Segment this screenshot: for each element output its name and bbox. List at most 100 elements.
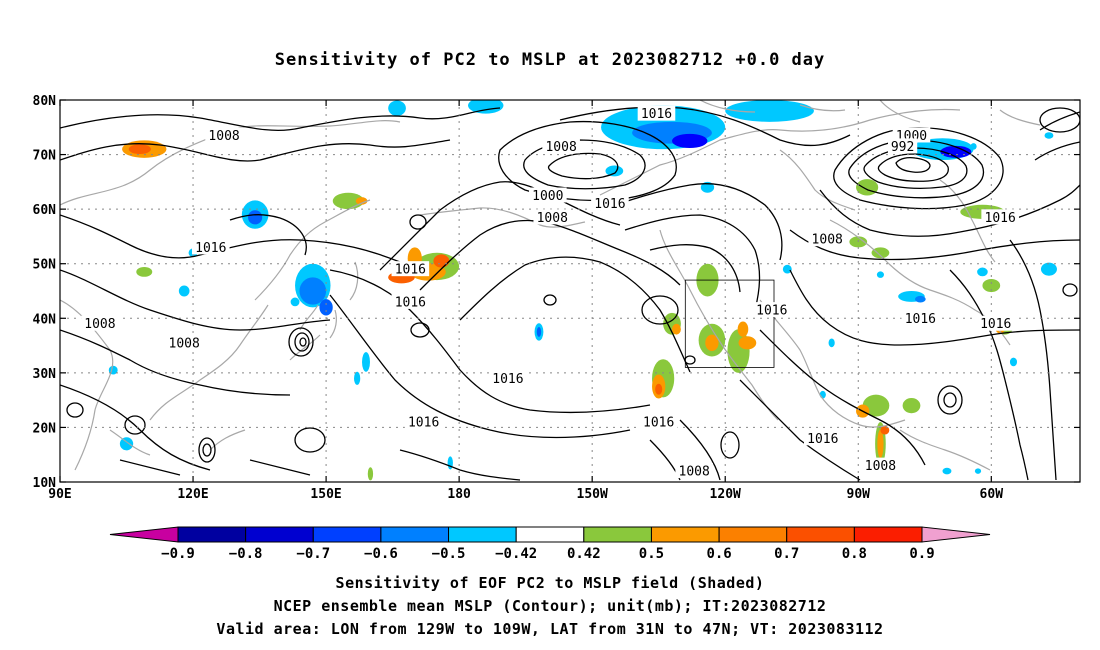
contour-label: 1016 [985,211,1016,226]
lon-tick-label: 90E [48,487,71,502]
coastline [254,199,371,301]
contour-label-background [803,430,842,446]
sensitivity-shade [136,266,153,277]
mslp-contour [877,153,949,182]
mslp-contour [949,269,1029,481]
contour-label: 1008 [208,129,239,144]
sensitivity-shade [902,397,921,414]
mslp-contour [624,214,761,311]
lon-tick-label: 150E [310,487,341,502]
coastline [879,100,1041,126]
colorbar-segment [650,526,720,543]
mslp-contour [66,402,84,418]
contour-label-background [888,138,918,154]
contour-label: 1016 [408,415,439,430]
lon-tick-label: 90W [847,487,871,502]
sensitivity-shade [319,299,333,316]
caption-shaded-field: Sensitivity of EOF PC2 to MSLP field (Sh… [335,574,765,592]
sensitivity-shade [727,329,750,373]
mslp-contour [124,415,146,435]
map-axes: 90E 120E 150E 180 150W 120W 90W 60W 80N 70N 60N 50N… [33,94,1080,502]
mslp-contour [329,294,631,439]
colorbar: −0.9 −0.8 −0.7 −0.6 −0.5 −0.42 0.42 0.5 0.6 0.7 0.… [109,526,991,562]
colorbar-label: 0.9 [909,546,934,562]
contour-label-background [639,413,678,429]
sensitivity-shade [974,468,982,474]
mslp-contour [459,256,691,373]
coastline [659,229,779,421]
contour-label-background [591,195,629,211]
colorbar-label: 0.8 [842,546,867,562]
mslp-contour [720,431,740,459]
lat-lon-grid [60,100,1080,482]
contour-label: 1016 [195,241,226,256]
contour-label-background [391,261,430,277]
contour-label: 1008 [679,465,710,480]
contour-label-background [752,302,791,318]
mslp-contour [299,337,307,347]
sensitivity-shade [942,467,952,475]
colorbar-segment [245,526,314,543]
valid-area-box [684,279,775,368]
sensitivity-shade [433,254,450,268]
coastline [149,304,269,421]
mslp-contour [789,229,1080,261]
colorbar-segment [380,526,450,543]
colorbar-label: 0.5 [639,546,664,562]
contour-label: 1008 [537,211,568,226]
sensitivity-shade [290,297,300,307]
contour-label-background [533,209,572,225]
coastline [939,179,996,263]
sensitivity-shade [705,334,719,352]
mslp-contour [819,184,1080,237]
lat-tick-label: 80N [33,94,57,109]
colorbar-segment [177,526,247,543]
sensitivity-shade [982,278,1001,293]
mslp-contour [789,269,1080,346]
colorbar-segment [312,526,382,543]
contour-label: 1016 [905,312,936,327]
sensitivity-shade [355,197,368,205]
mslp-contour [198,437,216,463]
coastline [329,261,359,339]
sensitivity-shade [536,327,542,337]
sensitivity-shade [977,267,988,277]
contour-label-background [81,315,119,331]
contour-label-background [542,138,580,154]
colorbar-label: 0.42 [567,546,601,562]
lon-tick-label: 60W [980,487,1004,502]
mslp-contour [399,449,521,481]
mslp-contour [599,183,783,261]
contour-label: 1008 [169,336,200,351]
contour-label: 1016 [395,295,426,310]
contour-label-background [165,334,203,350]
colorbar-segment [583,526,652,543]
sensitivity-shade [468,100,504,114]
sensitivity-shade [119,437,134,451]
sensitivity-shade [856,179,879,196]
sensitivity-shade [354,371,361,385]
mslp-contour [739,379,861,481]
coastline [109,429,246,456]
contour-label: 1016 [594,197,625,212]
contour-label: 1016 [643,415,674,430]
colorbar-high-cap [921,526,991,543]
coastline [599,108,961,196]
mslp-contour [60,139,451,162]
sensitivity-shade [737,321,749,337]
sensitivity-shade [388,100,406,116]
contour-label: 1000 [532,189,563,204]
coastline [419,207,586,228]
mslp-contour [288,327,314,357]
mslp-contour [202,443,212,457]
colorbar-label: −0.6 [364,546,398,562]
contour-label: 1016 [395,263,426,278]
sensitivity-shade [876,271,884,278]
mslp-contour [498,120,677,202]
map-title: Sensitivity of PC2 to MSLP at 2023082712… [274,50,826,70]
sensitivity-shade [1044,132,1054,139]
sensitivity-shade [738,336,757,350]
sensitivity-shade [1040,262,1057,276]
contour-label: 1016 [492,372,523,387]
